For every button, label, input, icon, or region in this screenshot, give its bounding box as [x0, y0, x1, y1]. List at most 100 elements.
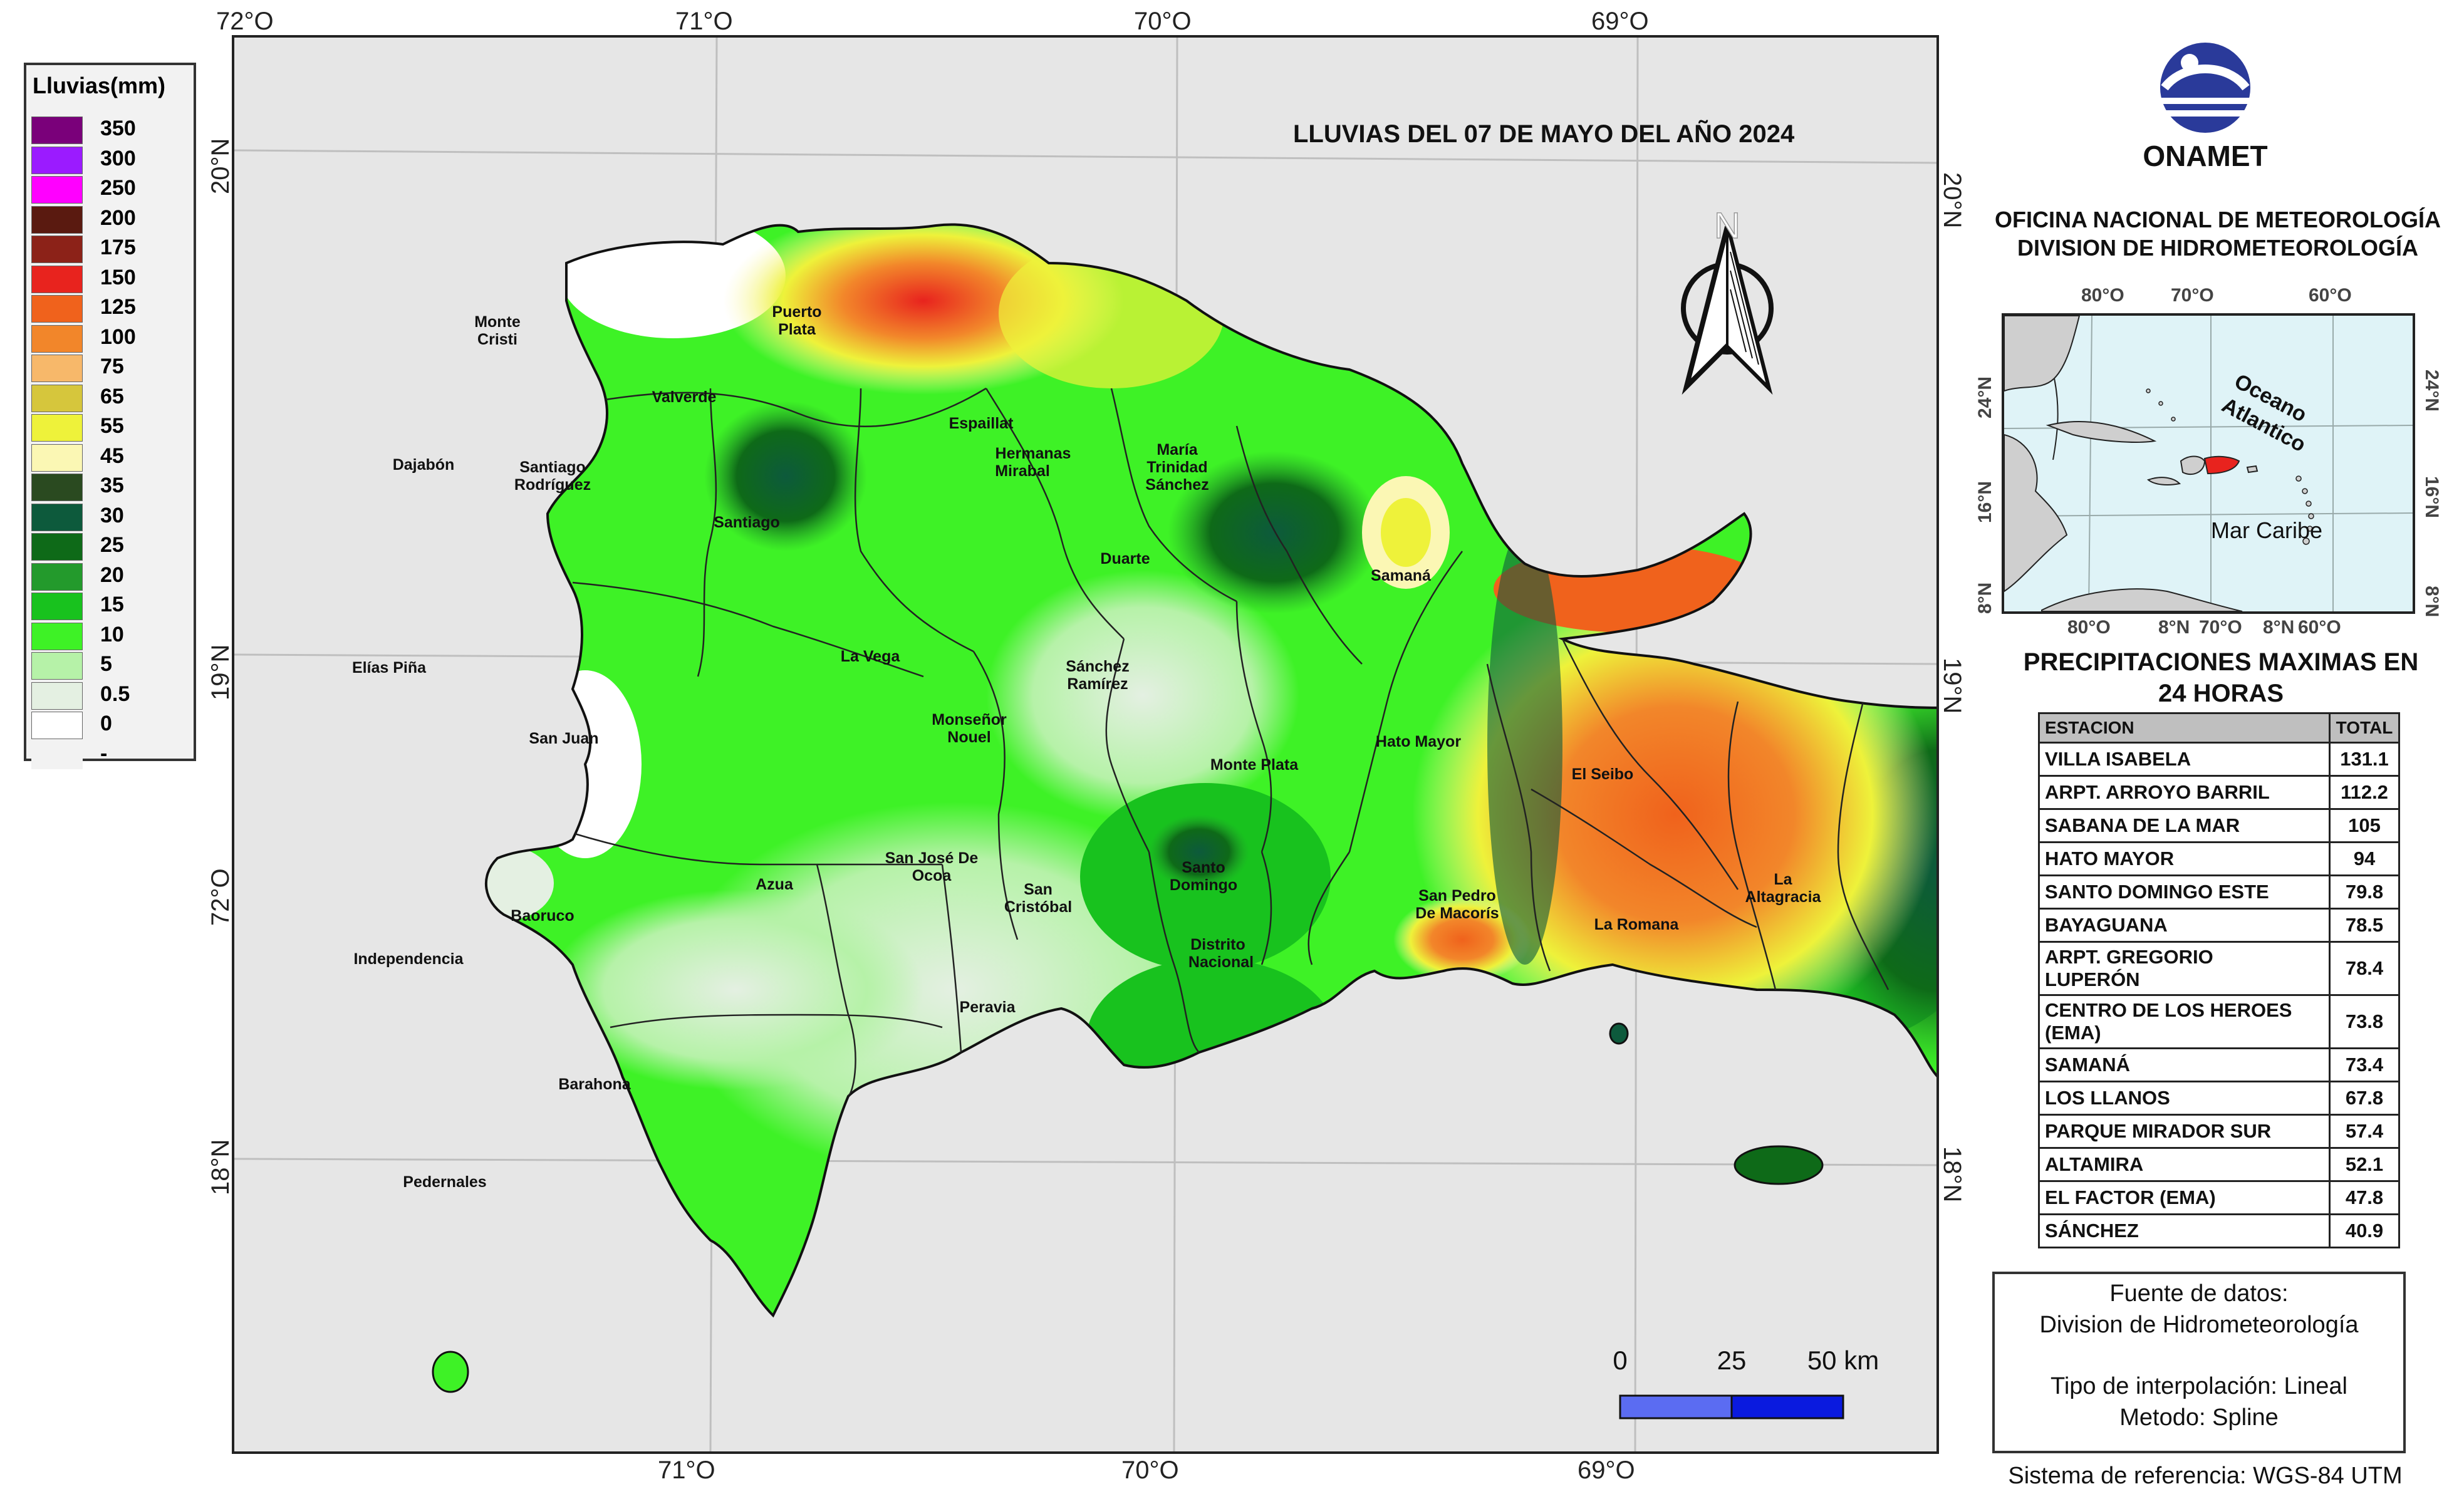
- header-total: TOTAL: [2329, 712, 2400, 744]
- inset-top-60w: 60°O: [2309, 285, 2352, 306]
- province-label: Monte: [474, 313, 521, 331]
- table-row: BAYAGUANA 78.5: [2038, 908, 2400, 943]
- station-total: 47.8: [2329, 1180, 2400, 1215]
- coord-left-19n: 19°N: [207, 644, 234, 700]
- province-label: Azua: [756, 876, 794, 893]
- province-label: Ramírez: [1067, 675, 1128, 693]
- table-row: SANTO DOMINGO ESTE 79.8: [2038, 874, 2400, 910]
- legend-swatch: [31, 176, 83, 204]
- isla-beata: [432, 1351, 469, 1393]
- province-label: Samaná: [1371, 567, 1431, 584]
- legend-swatch: [31, 474, 83, 501]
- north-arrow: [1681, 226, 1774, 395]
- table-row: CENTRO DE LOS HEROES (EMA) 73.8: [2038, 994, 2400, 1049]
- legend-item: 150: [31, 264, 191, 293]
- province-label: Hato Mayor: [1376, 733, 1461, 750]
- table-row: SABANA DE LA MAR 105: [2038, 808, 2400, 843]
- station-total: 131.1: [2329, 742, 2400, 777]
- coord-bottom-69w: 69°O: [1578, 1456, 1635, 1484]
- legend-item: -: [31, 740, 191, 769]
- province-label: San Pedro: [1418, 887, 1496, 905]
- legend-item: 10: [31, 621, 191, 650]
- province-label: Santiago: [714, 514, 780, 531]
- precip-title-2: 24 HORAS: [2158, 680, 2284, 707]
- station-name: BAYAGUANA: [2038, 908, 2331, 943]
- legend-label: 200: [100, 205, 136, 230]
- legend-label: 35: [100, 474, 124, 497]
- legend-label: 0: [100, 712, 112, 735]
- table-row: ALTAMIRA 52.1: [2038, 1147, 2400, 1182]
- inset-left-8n: 8°N: [1975, 582, 1995, 614]
- legend-item: 125: [31, 294, 191, 323]
- table-row: LOS LLANOS 67.8: [2038, 1081, 2400, 1116]
- legend-label: 30: [100, 503, 124, 527]
- station-total: 67.8: [2329, 1081, 2400, 1116]
- legend-item: 15: [31, 591, 191, 620]
- legend-label: 150: [100, 265, 136, 289]
- rainfall-field: [486, 224, 1936, 1315]
- province-label: Altagracia: [1745, 888, 1822, 906]
- table-row: SAMANÁ 73.4: [2038, 1047, 2400, 1082]
- legend-swatch: [31, 384, 83, 412]
- office-line-2: DIVISION DE HIDROMETEOROLOGÍA: [2017, 235, 2419, 261]
- island-outline: [485, 223, 1936, 1318]
- legend-label: 75: [100, 355, 124, 378]
- station-total: 78.5: [2329, 908, 2400, 943]
- legend-label: 100: [100, 324, 136, 349]
- province-label: Ocoa: [912, 867, 952, 884]
- inset-right-16n: 16°N: [2421, 476, 2442, 519]
- legend-item: 20: [31, 562, 191, 591]
- coord-left-20n: 20°N: [207, 138, 234, 194]
- table-row: HATO MAYOR 94: [2038, 841, 2400, 876]
- location-inset-map: Oceano Atlantico Mar Caribe: [2002, 313, 2415, 614]
- legend-label: 175: [100, 236, 136, 259]
- legend-item: 300: [31, 145, 191, 174]
- coord-right-18n: 18°N: [1938, 1146, 1966, 1203]
- legend-label: 250: [100, 176, 136, 200]
- province-label: Independencia: [353, 950, 464, 968]
- legend-item: 35: [31, 472, 191, 501]
- legend-swatch: [31, 265, 83, 293]
- legend-swatch: [31, 622, 83, 650]
- station-name: LOS LLANOS: [2038, 1081, 2331, 1116]
- coord-top-71w: 71°O: [675, 8, 733, 35]
- station-name: ARPT. GREGORIO LUPERÓN: [2038, 941, 2331, 996]
- province-label: Monte Plata: [1210, 756, 1299, 774]
- station-name: SABANA DE LA MAR: [2038, 808, 2331, 843]
- legend-swatch: [31, 355, 83, 382]
- legend-item: 30: [31, 502, 191, 531]
- province-label: La Romana: [1594, 916, 1680, 933]
- province-label: De Macorís: [1415, 905, 1499, 922]
- precip-title-1: PRECIPITACIONES MAXIMAS EN: [2023, 648, 2419, 676]
- legend-swatch: [31, 236, 83, 263]
- province-label: Peravia: [960, 999, 1016, 1016]
- legend-label: 65: [100, 384, 124, 408]
- province-label: Santiago: [519, 459, 586, 476]
- source-line-2: Division de Hidrometeorología: [2039, 1312, 2359, 1338]
- province-label: El Seibo: [1572, 765, 1634, 783]
- legend-label: 10: [100, 622, 124, 646]
- province-label: Baoruco: [511, 907, 574, 925]
- province-label: Sánchez: [1066, 658, 1129, 675]
- inset-bottom-70w: 70°O: [2199, 617, 2242, 638]
- legend-swatch: [31, 205, 83, 234]
- station-total: 40.9: [2329, 1213, 2400, 1248]
- province-label: La: [1774, 871, 1792, 888]
- legend-label: 350: [100, 117, 136, 140]
- coord-bottom-70w: 70°O: [1121, 1456, 1179, 1484]
- legend-item: 65: [31, 383, 191, 412]
- precipitation-table: ESTACION TOTAL VILLA ISABELA 131.1 ARPT. ARR…: [2038, 712, 2400, 1248]
- dominican-republic-highlight: [2203, 455, 2240, 475]
- province-label: Mirabal: [995, 462, 1050, 480]
- inset-right-24n: 24°N: [2421, 370, 2442, 412]
- station-total: 112.2: [2329, 775, 2400, 810]
- province-label: Valverde: [652, 388, 717, 406]
- legend-label: -: [100, 741, 108, 765]
- legend-label: 15: [100, 593, 124, 616]
- table-row: EL FACTOR (EMA) 47.8: [2038, 1180, 2400, 1215]
- station-name: CENTRO DE LOS HEROES (EMA): [2038, 994, 2331, 1049]
- table-row: ARPT. GREGORIO LUPERÓN 78.4: [2038, 941, 2400, 996]
- station-name: VILLA ISABELA: [2038, 742, 2331, 777]
